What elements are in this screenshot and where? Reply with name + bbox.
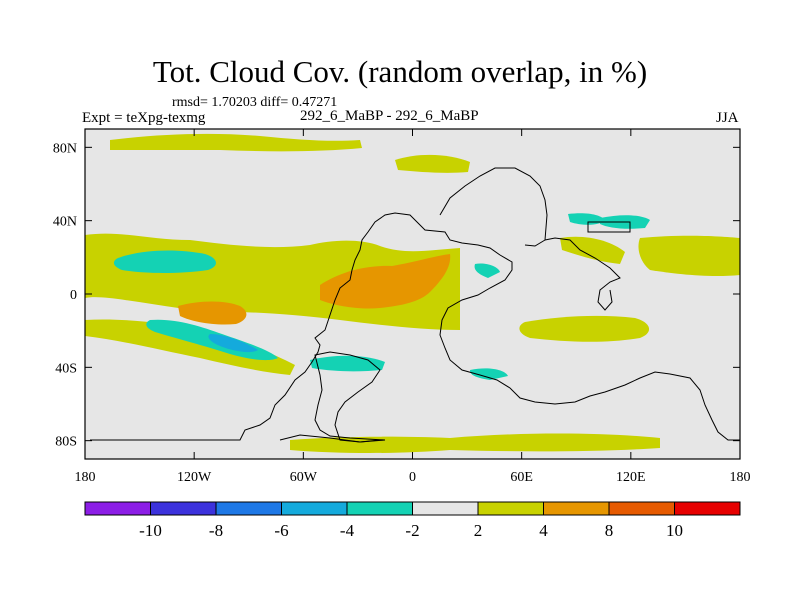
y-tick-label-3: 40S: [55, 361, 77, 376]
chart-title: Tot. Cloud Cov. (random overlap, in %): [152, 54, 648, 89]
contour-fills: [85, 133, 740, 453]
colorbar-label-3: -4: [340, 521, 355, 540]
fill-teal-africa-east: [474, 263, 500, 278]
colorbar-label-7: 8: [605, 521, 614, 540]
stats-text: rmsd= 1.70203 diff= 0.47271: [172, 95, 338, 110]
colorbar-swatch-6: [477, 501, 544, 516]
colorbar-label-0: -10: [139, 521, 162, 540]
fill-teal-north-pacific: [113, 250, 216, 273]
x-tick-label-1: 120W: [177, 470, 212, 485]
fill-2-4-west-pacific: [638, 235, 740, 277]
coastline-outline: [90, 212, 740, 441]
coastline-antarctica: [279, 434, 381, 443]
experiment-label: Expt = teXpg-texmg: [82, 110, 206, 126]
colorbar-label-2: -6: [274, 521, 288, 540]
x-tick-label-3: 0: [409, 470, 416, 485]
fill-blue-south-pacific: [208, 334, 258, 353]
fill-teal-indian: [470, 368, 508, 380]
x-tick-label-4: 60E: [510, 470, 533, 485]
colorbar: -10 -8 -6 -4 -2 2 4 8 10: [84, 501, 741, 540]
fill-2-4-arctic: [110, 133, 362, 152]
coastline-south-america: [314, 351, 386, 443]
colorbar-swatch-8: [608, 501, 675, 516]
colorbar-label-1: -8: [209, 521, 223, 540]
coastline-pacific-box: [587, 221, 631, 233]
fill-4-8-africa: [320, 254, 451, 309]
colorbar-swatch-9: [674, 501, 741, 516]
colorbar-label-4: -2: [405, 521, 419, 540]
fill-2-4-indian-ocean: [519, 315, 650, 342]
x-tick-label-0: 180: [75, 470, 96, 485]
colorbar-swatch-4: [346, 501, 413, 516]
colorbar-label-8: 10: [666, 521, 683, 540]
colorbar-label-5: 2: [474, 521, 483, 540]
colorbar-swatch-1: [150, 501, 217, 516]
cases-label: 292_6_MaBP - 292_6_MaBP: [300, 108, 479, 124]
y-tick-label-4: 80S: [55, 435, 77, 450]
y-tick-label-1: 40N: [53, 215, 77, 230]
colorbar-swatch-0: [84, 501, 151, 516]
x-axis: 180 120W 60W 0 60E 120E 180: [75, 129, 751, 485]
season-label: JJA: [716, 110, 739, 126]
coastline-asia: [544, 237, 621, 311]
x-tick-label-6: 180: [730, 470, 751, 485]
fill-4-8-east-pacific: [178, 301, 247, 325]
x-tick-label-2: 60W: [290, 470, 318, 485]
colorbar-swatch-3: [281, 501, 348, 516]
x-tick-label-5: 120E: [616, 470, 646, 485]
fill-2-4-south-pacific: [85, 319, 295, 375]
fill-2-4-asia: [560, 236, 625, 264]
colorbar-label-6: 4: [539, 521, 548, 540]
fill-2-4-southern-ocean: [290, 433, 660, 453]
fill-2-4-north-atlantic: [395, 154, 470, 173]
y-axis: 80N 40N 0 40S 80S: [53, 141, 740, 450]
y-tick-label-2: 0: [70, 288, 77, 303]
y-tick-label-0: 80N: [53, 141, 77, 156]
colorbar-swatch-2: [215, 501, 282, 516]
fill-2-4-pacific-small: [230, 265, 305, 283]
colorbar-swatch-5: [412, 501, 479, 516]
colorbar-swatch-7: [543, 501, 610, 516]
